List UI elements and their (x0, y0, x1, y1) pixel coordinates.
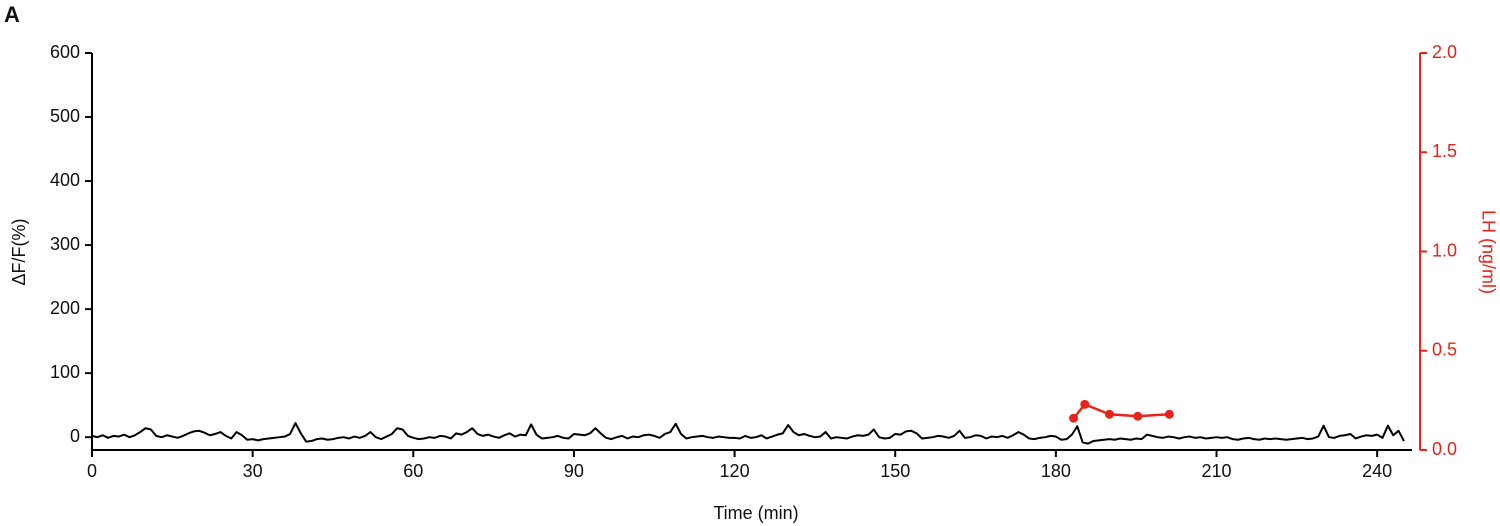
x-tick-label: 150 (880, 461, 910, 481)
y2-tick-label: 1.0 (1432, 240, 1457, 260)
x-tick-label: 0 (87, 461, 97, 481)
y-tick-label: 200 (50, 298, 80, 318)
series-line (91, 422, 1405, 445)
y2-tick-label: 0.5 (1432, 340, 1457, 360)
y-tick-label: 100 (50, 362, 80, 382)
y2-tick-label: 2.0 (1432, 42, 1457, 62)
data-point (1164, 409, 1174, 419)
x-tick-label: 60 (403, 461, 423, 481)
x-axis-label: Time (min) (713, 503, 798, 523)
y-tick-label: 300 (50, 234, 80, 254)
y2-tick-label: 1.5 (1432, 141, 1457, 161)
y-tick-label: 600 (50, 42, 80, 62)
panel-label: A (4, 2, 20, 27)
y-tick-label: 0 (70, 426, 80, 446)
x-tick-label: 90 (564, 461, 584, 481)
y-tick-label: 500 (50, 106, 80, 126)
x-tick-label: 120 (720, 461, 750, 481)
y-axis-label: ΔF/F(%) (9, 218, 29, 285)
data-point (1133, 411, 1143, 421)
x-tick-label: 180 (1041, 461, 1071, 481)
x-tick-label: 240 (1362, 461, 1392, 481)
data-point (1069, 413, 1079, 423)
data-point (1080, 399, 1090, 409)
y-tick-label: 400 (50, 170, 80, 190)
data-point (1104, 409, 1114, 419)
x-tick-label: 30 (243, 461, 263, 481)
y2-tick-label: 0.0 (1432, 439, 1457, 459)
x-tick-label: 210 (1201, 461, 1231, 481)
y2-axis-label: LH (ng/ml) (1478, 210, 1498, 294)
